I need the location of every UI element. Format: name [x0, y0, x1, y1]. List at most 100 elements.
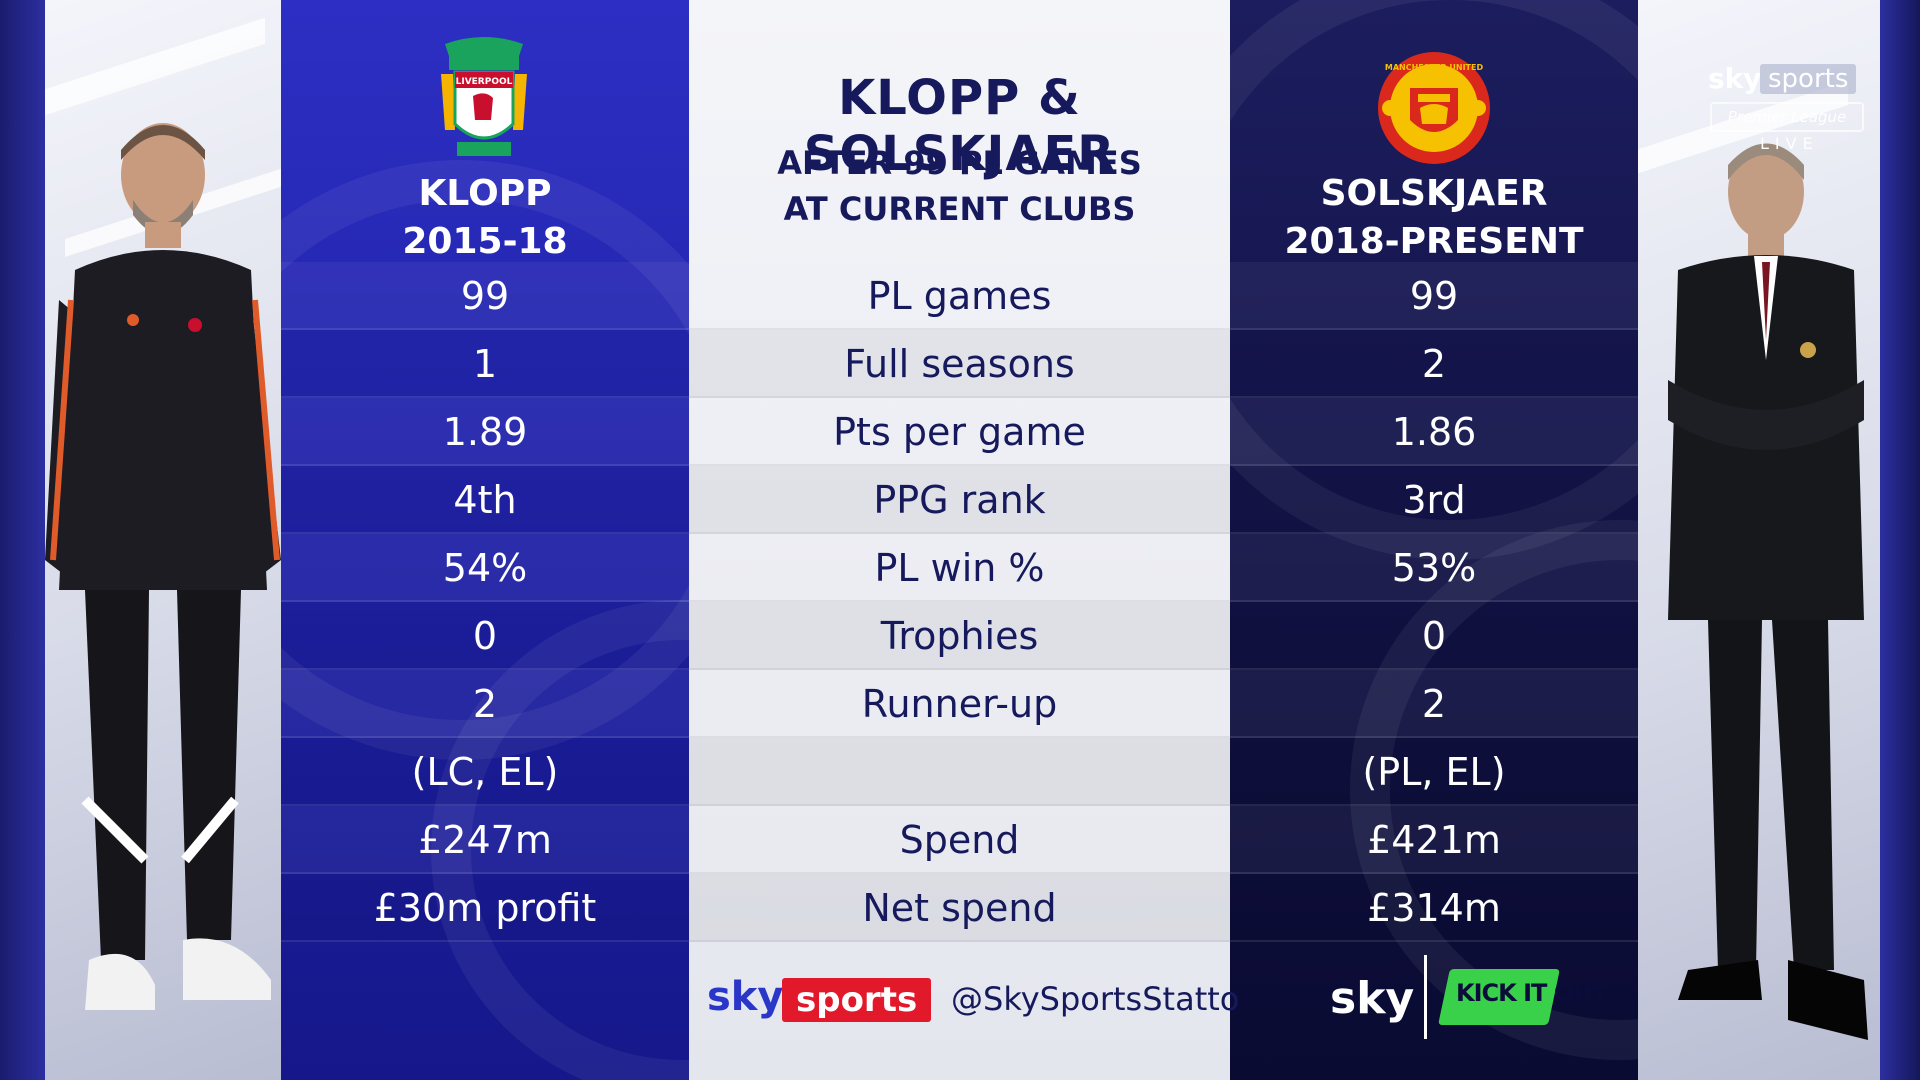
watermark-league: Premier League	[1710, 102, 1864, 132]
row-separator	[281, 872, 1638, 874]
row-separator-center	[689, 328, 1230, 330]
klopp-name: KLOPP	[418, 173, 552, 214]
solskjaer-figure	[1668, 143, 1868, 1040]
row-separator-center	[689, 736, 1230, 738]
row-separator-center	[689, 464, 1230, 466]
stat-label: PL win %	[874, 546, 1045, 590]
row-separator	[281, 464, 1638, 466]
row-separator-center	[689, 600, 1230, 602]
solskjaer-photo-panel	[1638, 0, 1880, 1080]
row-separator	[281, 600, 1638, 602]
stat-row-band	[281, 534, 1638, 602]
twitter-handle: @SkySportsStatto	[951, 980, 1240, 1018]
klopp-stat-value: 99	[460, 274, 510, 318]
solskjaer-stat-value: 0	[1421, 614, 1447, 658]
watermark-sky: sky	[1708, 62, 1762, 95]
klopp-stat-value: 0	[472, 614, 498, 658]
stat-label: PL games	[867, 274, 1052, 318]
stat-row: 0 Trophies 0	[281, 602, 1638, 670]
solskjaer-stat-value: (PL, EL)	[1362, 750, 1506, 794]
klopp-name-header: KLOPP 2015-18	[281, 170, 689, 266]
row-separator-center	[689, 396, 1230, 398]
stat-row-band	[281, 262, 1638, 330]
klopp-photo-panel	[45, 0, 281, 1080]
watermark-sports: sports	[1760, 64, 1857, 94]
stat-row: 54% PL win % 53%	[281, 534, 1638, 602]
graphic-subtitle: AFTER 99 PL GAMES AT CURRENT CLUBS	[689, 140, 1230, 232]
stat-row: 99 PL games 99	[281, 262, 1638, 330]
klopp-figure	[45, 123, 281, 1010]
solskjaer-stat-value: 3rd	[1402, 478, 1466, 522]
row-separator	[281, 736, 1638, 738]
solskjaer-stat-value: 53%	[1391, 546, 1477, 590]
subtitle-line-2: AT CURRENT CLUBS	[783, 190, 1136, 228]
solskjaer-name-header: SOLSKJAER 2018-PRESENT	[1230, 170, 1638, 266]
klopp-stat-value: (LC, EL)	[411, 750, 559, 794]
row-separator-center	[689, 668, 1230, 670]
graphic-title: KLOPP & SOLSKJAER	[803, 70, 1116, 182]
stat-row: £30m profit Net spend £314m	[281, 874, 1638, 942]
logo-divider	[1424, 955, 1427, 1039]
stat-label	[689, 738, 1230, 806]
row-separator-center	[689, 532, 1230, 534]
stat-row-band	[281, 874, 1638, 942]
row-separator	[281, 532, 1638, 534]
klopp-stat-value: £247m	[418, 818, 552, 862]
solskjaer-period: 2018-PRESENT	[1284, 221, 1584, 262]
row-separator	[281, 668, 1638, 670]
footer-branding: sky sports @SkySportsStatto	[689, 970, 1239, 1030]
stat-label: Net spend	[862, 886, 1057, 930]
klopp-stat-value: 4th	[453, 478, 517, 522]
man-utd-crest-text: MANCHESTER UNITED	[1385, 63, 1484, 72]
stat-row-band	[281, 466, 1638, 534]
stat-row-band	[281, 738, 1638, 806]
solskjaer-stat-value: 2	[1421, 342, 1447, 386]
sky-logo: sky	[707, 974, 784, 1020]
watermark-live: LIVE	[1760, 134, 1819, 153]
solskjaer-stat-value: 1.86	[1391, 410, 1477, 454]
klopp-stat-value: 54%	[442, 546, 528, 590]
row-separator	[281, 940, 1638, 942]
subtitle-line-1: AFTER 99 PL GAMES	[777, 144, 1142, 182]
row-separator-center	[689, 804, 1230, 806]
stat-row-band	[281, 330, 1638, 398]
solskjaer-stat-value: 2	[1421, 682, 1447, 726]
liverpool-crest-text: LIVERPOOL	[456, 77, 513, 87]
stat-row-band	[281, 602, 1638, 670]
klopp-stats-column	[281, 0, 689, 1080]
stat-row: £247m Spend £421m	[281, 806, 1638, 874]
stat-label: PPG rank	[873, 478, 1046, 522]
stat-row: 2 Runner-up 2	[281, 670, 1638, 738]
kick-it-out-text: KICK IT OUT	[1456, 979, 1608, 1007]
row-separator-center	[689, 872, 1230, 874]
background-right-edge	[1880, 0, 1920, 1080]
stat-label: Trophies	[880, 614, 1039, 658]
klopp-stat-value: £30m profit	[373, 886, 597, 930]
sports-logo: sports	[782, 978, 932, 1022]
klopp-stat-value: 1	[472, 342, 498, 386]
klopp-stat-value: 2	[472, 682, 498, 726]
stat-label: Runner-up	[861, 682, 1058, 726]
klopp-period: 2015-18	[402, 221, 568, 262]
sky-logo-white: sky	[1330, 973, 1415, 1024]
footer-right-branding: sky KICK IT OUT	[1230, 955, 1638, 1045]
background-left-edge	[0, 0, 45, 1080]
stat-row-band	[281, 670, 1638, 738]
man-utd-crest-icon: MANCHESTER UNITED	[1378, 52, 1490, 164]
row-separator	[281, 804, 1638, 806]
row-separator	[281, 328, 1638, 330]
stat-row: (LC, EL) (PL, EL)	[281, 738, 1638, 806]
solskjaer-stat-value: £421m	[1367, 818, 1501, 862]
stat-row: 1.89 Pts per game 1.86	[281, 398, 1638, 466]
klopp-stat-value: 1.89	[442, 410, 528, 454]
stat-label: Spend	[899, 818, 1020, 862]
stat-row-band	[281, 398, 1638, 466]
solskjaer-stat-value: 99	[1409, 274, 1459, 318]
stat-row: 4th PPG rank 3rd	[281, 466, 1638, 534]
stat-label: Full seasons	[844, 342, 1075, 386]
solskjaer-stats-column	[1230, 0, 1638, 1080]
stat-row: 1 Full seasons 2	[281, 330, 1638, 398]
stat-row-band	[281, 806, 1638, 874]
solskjaer-name: SOLSKJAER	[1320, 173, 1548, 214]
stat-label: Pts per game	[833, 410, 1086, 454]
